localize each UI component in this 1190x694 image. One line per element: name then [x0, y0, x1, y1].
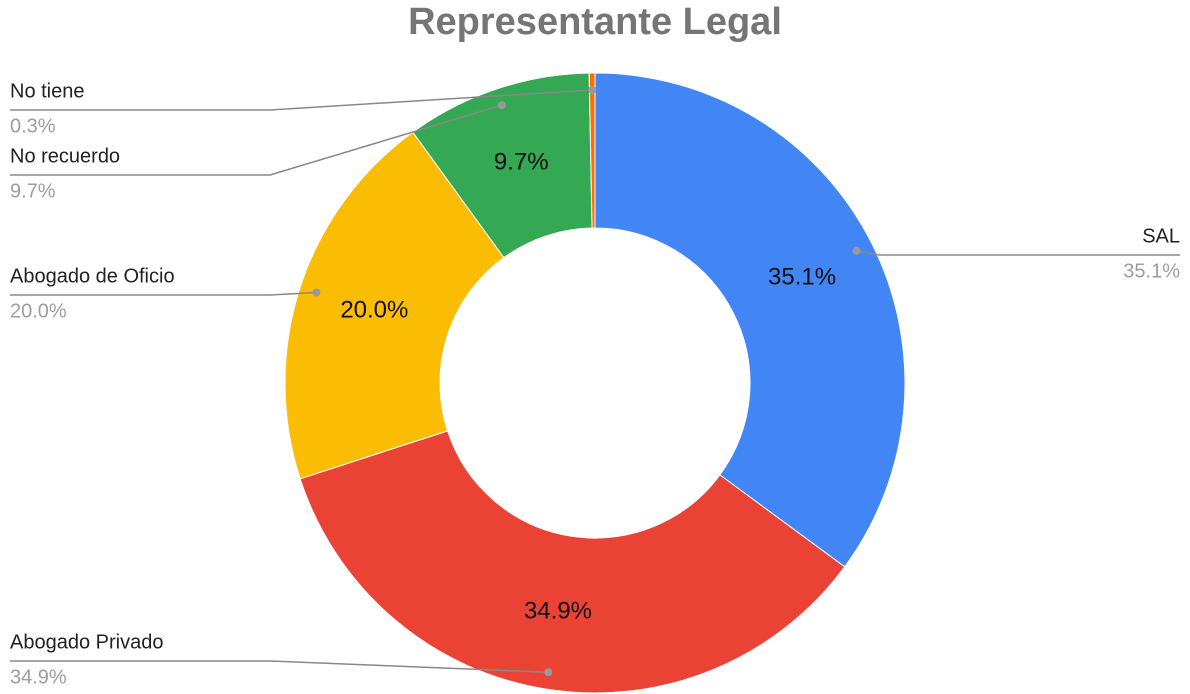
slice-label: 35.1%: [768, 264, 836, 291]
legend-value: 9.7%: [10, 180, 56, 202]
slice: [284, 131, 505, 480]
slice: [594, 72, 906, 568]
leader-dot: [497, 101, 506, 110]
slice-label: 9.7%: [494, 148, 549, 175]
legend-label: No recuerdo: [10, 145, 120, 167]
legend-label: Abogado de Oficio: [10, 265, 175, 287]
leader-dot: [544, 668, 553, 677]
slice: [588, 72, 596, 229]
leader-line: [856, 250, 1180, 256]
leader-dot: [852, 246, 861, 255]
leader-dot: [312, 288, 321, 297]
legend-value: 34.9%: [10, 666, 67, 688]
leader-line: [10, 291, 317, 296]
leader-line: [10, 660, 549, 673]
legend-value: 35.1%: [1123, 260, 1180, 282]
leader-line: [10, 89, 593, 111]
legend-label: No tiene: [10, 80, 85, 102]
leader-dot: [588, 86, 597, 95]
legend-value: 20.0%: [10, 300, 67, 322]
chart-title: Representante Legal: [408, 1, 782, 43]
slice-label: 34.9%: [524, 597, 592, 624]
legend-value: 0.3%: [10, 115, 56, 137]
leader-line: [10, 104, 503, 176]
slice: [299, 430, 846, 694]
slice-label: 20.0%: [340, 297, 408, 324]
legend-label: SAL: [1142, 225, 1180, 247]
legend-label: Abogado Privado: [10, 631, 163, 653]
